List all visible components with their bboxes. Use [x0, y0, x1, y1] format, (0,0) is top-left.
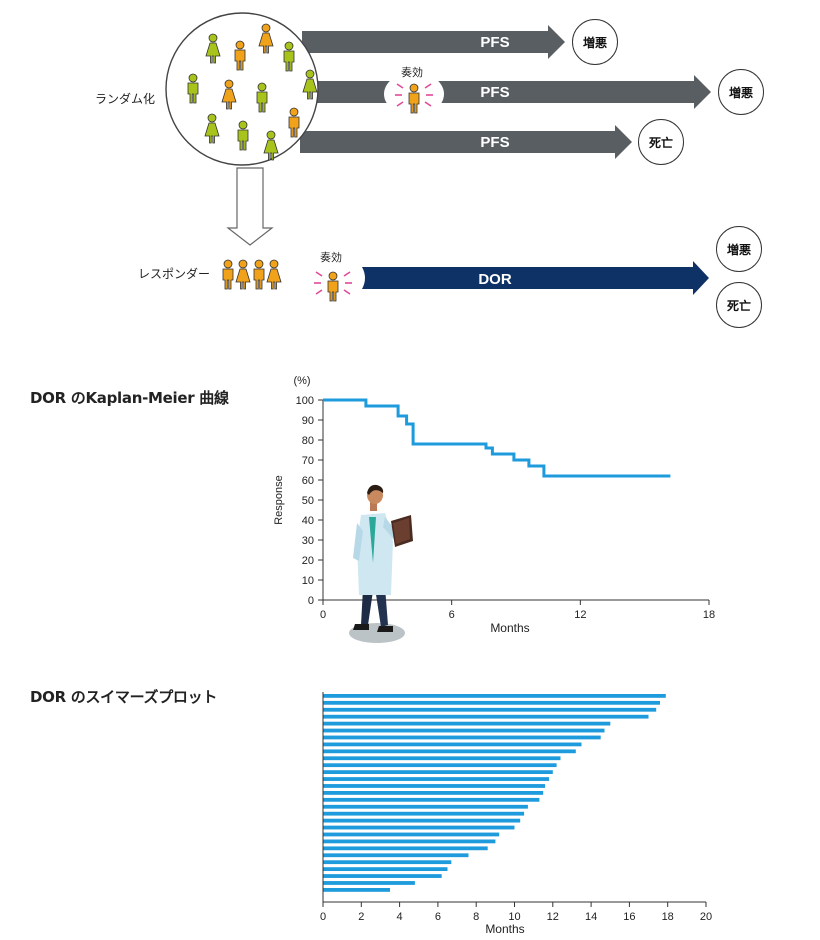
swim-x-tick-label: 14 — [585, 911, 597, 923]
swimmer-bar — [323, 825, 515, 830]
swimmer-bar — [323, 700, 660, 705]
doctor-illustration — [349, 484, 413, 643]
km-y-label: Response — [273, 475, 285, 525]
km-y-tick-label: 20 — [302, 555, 314, 567]
km-y-tick-label: 80 — [302, 435, 314, 447]
response-marker-pfs — [384, 72, 444, 116]
swimmer-bar — [323, 721, 611, 726]
km-y-tick-label: 30 — [302, 535, 314, 547]
swim-x-tick-label: 6 — [435, 911, 441, 923]
swimmer-bar — [323, 839, 496, 844]
km-y-tick-label: 70 — [302, 455, 314, 467]
dor-arrow — [362, 261, 709, 295]
swim-x-tick-label: 4 — [397, 911, 403, 923]
swimmer-bar — [323, 867, 448, 872]
response-label-dor: 奏効 — [320, 251, 342, 264]
km-y-unit: (%) — [293, 375, 310, 387]
swimmer-bar — [323, 811, 525, 816]
randomization-diagram: PFS PFS PFS DOR — [165, 12, 711, 302]
outcome-progression-1: 増悪 — [572, 19, 618, 65]
swimmer-chart: 0 2 4 6 8 10 12 14 16 18 20 Months — [320, 692, 712, 936]
km-y-tick-label: 100 — [296, 395, 314, 407]
outcome-progression-2: 増悪 — [718, 69, 764, 115]
km-x-tick-label: 12 — [574, 609, 586, 621]
pfs-label-2: PFS — [480, 84, 509, 101]
swimmer-bar — [323, 832, 500, 837]
swimmer-bar — [323, 694, 666, 698]
swimmer-bar — [323, 763, 557, 768]
outcome-dor-death: 死亡 — [716, 282, 762, 328]
km-y-tick-label: 90 — [302, 415, 314, 427]
swimmer-bar — [323, 853, 469, 858]
pfs-arrow-1 — [302, 25, 565, 59]
swimmer-bar — [323, 860, 452, 865]
swimmer-bar — [323, 874, 442, 878]
swimmer-bar — [323, 707, 657, 712]
outcome-death-1: 死亡 — [638, 119, 684, 165]
swim-x-tick-label: 18 — [662, 911, 674, 923]
swimmer-bar — [323, 797, 540, 802]
km-y-tick-label: 60 — [302, 475, 314, 487]
swimmer-title: DOR のスイマーズプロット — [30, 688, 218, 706]
swimmer-bar — [323, 749, 576, 754]
swimmer-bar — [323, 888, 390, 892]
km-y-tick-label: 40 — [302, 515, 314, 527]
km-y-tick-label: 10 — [302, 575, 314, 587]
responder-people — [222, 259, 282, 290]
swimmer-bar — [323, 714, 649, 719]
km-y-tick-label: 0 — [308, 595, 314, 607]
outcome-dor-progression: 増悪 — [716, 226, 762, 272]
swim-x-tick-label: 10 — [508, 911, 520, 923]
dor-label: DOR — [478, 271, 512, 288]
swim-x-tick-label: 2 — [358, 911, 364, 923]
swimmer-bar — [323, 804, 528, 809]
responder-label: レスポンダー — [138, 267, 211, 281]
swim-x-tick-label: 0 — [320, 911, 326, 923]
randomization-label: ランダム化 — [95, 92, 156, 106]
swimmer-bar — [323, 770, 553, 775]
km-x-tick-label: 6 — [449, 609, 455, 621]
km-x-label: Months — [490, 621, 529, 635]
swim-x-label: Months — [485, 922, 524, 936]
swimmer-bar — [323, 818, 521, 823]
swimmer-bar — [323, 742, 582, 747]
population-circle — [165, 12, 319, 166]
pfs-arrow-3 — [300, 125, 632, 159]
km-line — [323, 398, 671, 478]
swim-x-tick-label: 12 — [547, 911, 559, 923]
km-title: DOR のKaplan-Meier 曲線 — [30, 389, 229, 407]
down-arrow — [226, 167, 274, 246]
pfs-label-1: PFS — [480, 34, 509, 51]
response-label-pfs: 奏効 — [401, 66, 423, 79]
km-chart: 0 10 20 30 40 50 60 70 80 90 100 0 6 12 18 (%) Respons… — [273, 375, 715, 635]
swimmer-bar — [323, 735, 601, 740]
swimmer-bar — [323, 728, 605, 733]
swimmer-bar — [323, 784, 546, 788]
km-y-tick-label: 50 — [302, 495, 314, 507]
swimmer-bar — [323, 756, 561, 761]
swimmer-bar — [323, 881, 415, 885]
swim-x-tick-label: 20 — [700, 911, 712, 923]
swimmer-bar — [323, 777, 549, 781]
swim-x-tick-label: 16 — [623, 911, 635, 923]
response-marker-dor — [314, 271, 352, 302]
km-x-tick-label: 18 — [703, 609, 715, 621]
pfs-label-3: PFS — [480, 134, 509, 151]
km-x-tick-label: 0 — [320, 609, 326, 621]
swimmer-bar — [323, 846, 488, 851]
swimmer-bar — [323, 791, 544, 795]
swim-x-tick-label: 8 — [473, 911, 479, 923]
